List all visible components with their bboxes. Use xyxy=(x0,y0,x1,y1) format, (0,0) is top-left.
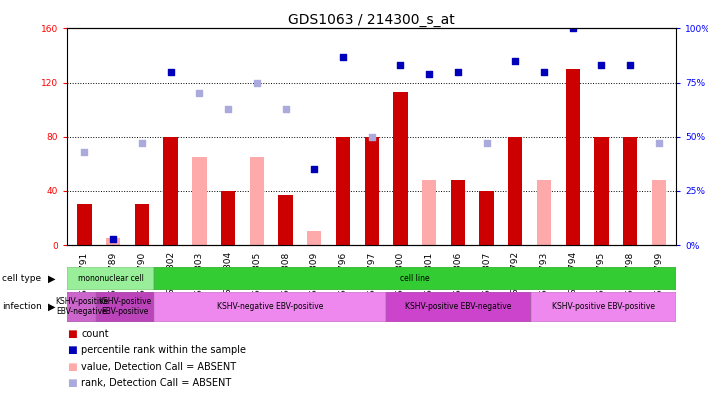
Text: infection: infection xyxy=(2,302,42,311)
Bar xyxy=(594,136,609,245)
Point xyxy=(395,62,406,68)
Point xyxy=(510,58,521,64)
Bar xyxy=(154,267,676,290)
Point xyxy=(567,25,578,32)
Bar xyxy=(537,180,552,245)
Point xyxy=(280,105,291,112)
Bar xyxy=(336,136,350,245)
Point xyxy=(79,149,90,155)
Bar xyxy=(221,191,235,245)
Point xyxy=(596,62,607,68)
Point xyxy=(222,105,234,112)
Text: cell type: cell type xyxy=(2,274,41,283)
Bar xyxy=(278,195,292,245)
Text: mononuclear cell: mononuclear cell xyxy=(78,274,144,283)
Bar xyxy=(135,205,149,245)
Bar xyxy=(77,205,91,245)
Point xyxy=(423,70,435,77)
Point xyxy=(366,133,377,140)
Text: KSHV-positive
EBV-positive: KSHV-positive EBV-positive xyxy=(98,297,152,316)
Text: rank, Detection Call = ABSENT: rank, Detection Call = ABSENT xyxy=(81,378,232,388)
Bar xyxy=(531,292,676,322)
Text: KSHV-positive EBV-negative: KSHV-positive EBV-negative xyxy=(406,302,512,311)
Bar xyxy=(135,205,149,245)
Bar xyxy=(652,180,666,245)
Bar xyxy=(67,292,96,322)
Bar xyxy=(278,195,292,245)
Bar xyxy=(422,180,436,245)
Bar xyxy=(386,292,531,322)
Bar xyxy=(365,136,379,245)
Point xyxy=(337,53,348,60)
Text: count: count xyxy=(81,329,109,339)
Text: KSHV-positive EBV-positive: KSHV-positive EBV-positive xyxy=(552,302,655,311)
Bar xyxy=(221,191,235,245)
Text: cell line: cell line xyxy=(401,274,430,283)
Bar xyxy=(479,191,493,245)
Text: percentile rank within the sample: percentile rank within the sample xyxy=(81,345,246,355)
Point xyxy=(481,140,492,147)
Text: ■: ■ xyxy=(67,362,77,371)
Bar xyxy=(479,191,493,245)
Text: ■: ■ xyxy=(67,345,77,355)
Text: KSHV-positive
EBV-negative: KSHV-positive EBV-negative xyxy=(55,297,108,316)
Bar xyxy=(192,157,207,245)
Text: ▶: ▶ xyxy=(48,302,56,312)
Point xyxy=(452,68,464,75)
Bar xyxy=(623,136,637,245)
Point xyxy=(251,79,263,86)
Text: ▶: ▶ xyxy=(48,273,56,283)
Text: KSHV-negative EBV-positive: KSHV-negative EBV-positive xyxy=(217,302,324,311)
Point xyxy=(194,90,205,96)
Text: ■: ■ xyxy=(67,378,77,388)
Bar xyxy=(393,92,408,245)
Title: GDS1063 / 214300_s_at: GDS1063 / 214300_s_at xyxy=(288,13,455,27)
Bar xyxy=(154,292,386,322)
Point xyxy=(624,62,636,68)
Bar xyxy=(77,205,91,245)
Point xyxy=(309,166,320,173)
Bar xyxy=(164,136,178,245)
Bar xyxy=(96,292,154,322)
Point xyxy=(538,68,549,75)
Bar xyxy=(106,238,120,245)
Bar xyxy=(566,69,580,245)
Bar xyxy=(451,180,465,245)
Text: value, Detection Call = ABSENT: value, Detection Call = ABSENT xyxy=(81,362,236,371)
Point xyxy=(136,140,147,147)
Point xyxy=(108,235,119,242)
Text: ■: ■ xyxy=(67,329,77,339)
Point xyxy=(165,68,176,75)
Point xyxy=(653,140,665,147)
Bar xyxy=(250,157,264,245)
Bar xyxy=(307,232,321,245)
Bar xyxy=(508,136,523,245)
Bar xyxy=(67,267,154,290)
